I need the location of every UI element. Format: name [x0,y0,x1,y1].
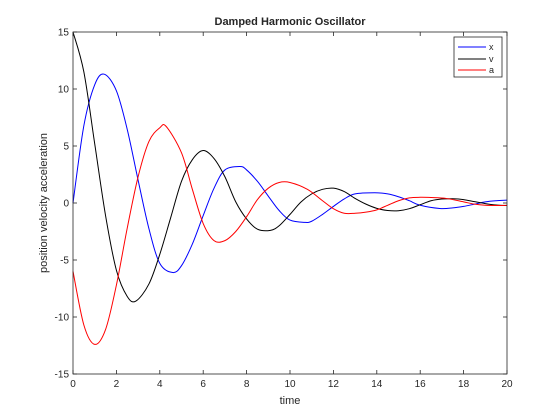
series-layer [72,31,508,345]
x-tick-label: 0 [70,379,76,390]
x-tick-label: 18 [458,379,470,390]
y-tick-label: 10 [58,85,70,96]
x-axis-label: time [280,395,301,407]
y-tick-label: -5 [60,256,69,267]
x-tick-label: 20 [501,379,513,390]
legend-label-a: a [489,65,494,75]
x-tick-label: 2 [114,379,120,390]
axes-background [73,32,507,374]
legend-box [453,36,503,78]
legend-entry-v: v [458,54,494,64]
y-tick-label: 5 [63,142,69,153]
x-tick-label: 16 [415,379,427,390]
x-tick-label: 10 [284,379,296,390]
series-line-x [72,73,508,274]
x-tick-label: 12 [328,379,340,390]
legend-entry-x: x [458,42,494,52]
chart-title: Damped Harmonic Oscillator [215,16,367,28]
legend: x v a [453,36,503,78]
legend-label-x: x [489,42,494,52]
plot-area: 0 2 4 6 8 10 12 14 16 18 20 -15 -10 -5 0 5 10 15 [55,28,513,391]
x-tick-label: 4 [157,379,163,390]
series-line-v [72,31,508,303]
legend-label-v: v [489,54,494,64]
series-line-a [72,124,508,345]
y-tick-label: -10 [55,313,70,324]
y-tick-label: -15 [55,370,70,381]
tick-layer: 0 2 4 6 8 10 12 14 16 18 20 -15 -10 -5 0 5 10 15 [55,28,513,391]
y-tick-label: 0 [63,199,69,210]
x-tick-label: 14 [371,379,383,390]
x-tick-label: 6 [200,379,206,390]
legend-entry-a: a [458,65,494,75]
y-axis-label: position velocity acceleration [38,133,50,273]
y-tick-label: 15 [58,28,70,39]
x-tick-label: 8 [244,379,250,390]
